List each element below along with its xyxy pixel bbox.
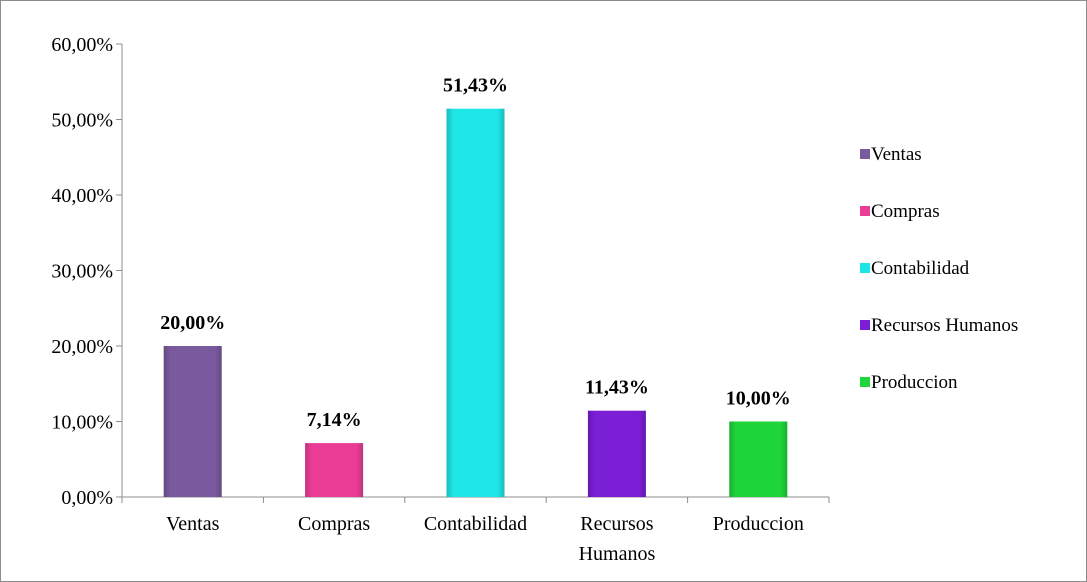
legend-swatch (860, 206, 870, 216)
y-tick-label: 50,00% (51, 110, 113, 132)
legend-swatch (860, 377, 870, 387)
bar-compras (305, 443, 364, 497)
legend-item: Compras (860, 201, 940, 222)
data-label: 51,43% (443, 75, 508, 97)
x-axis: Ventas Compras Contabilidad Recursos Humanos… (121, 496, 830, 565)
bar-contabilidad (446, 108, 505, 498)
bar-recursos-humanos (587, 410, 646, 497)
x-category-label: Contabilidad (424, 513, 527, 535)
bar-produccion (729, 421, 788, 497)
legend-label: Produccion (871, 372, 958, 393)
y-tick-label: 40,00% (51, 185, 113, 207)
legend-item: Contabilidad (860, 258, 970, 279)
data-label: 7,14% (307, 409, 362, 431)
legend-label: Contabilidad (871, 258, 970, 279)
data-label: 10,00% (726, 388, 791, 410)
y-tick-label: 30,00% (51, 261, 113, 283)
y-tick-label: 60,00% (51, 34, 113, 56)
bar-ventas (163, 346, 222, 497)
data-labels: 20,00% 7,14% 51,43% 11,43% 10,00% (160, 75, 791, 431)
bars (163, 108, 788, 498)
legend-swatch (860, 263, 870, 273)
y-tick-label: 0,00% (61, 487, 113, 509)
x-category-label: Ventas (166, 513, 220, 535)
legend-label: Recursos Humanos (871, 315, 1018, 336)
legend-item: Ventas (860, 144, 922, 165)
legend: Ventas Compras Contabilidad Recursos Humano… (860, 144, 1018, 393)
y-tick-label: 10,00% (51, 412, 113, 434)
legend-label: Compras (871, 201, 940, 222)
x-category-label: Produccion (713, 513, 804, 535)
y-tick-label: 20,00% (51, 336, 113, 358)
x-category-label: Compras (298, 513, 370, 535)
y-axis: 0,00% 10,00% 20,00% 30,00% 40,00% 50,00% 60,00… (51, 34, 123, 509)
legend-item: Recursos Humanos (860, 315, 1018, 336)
data-label: 20,00% (160, 312, 225, 334)
legend-swatch (860, 149, 870, 159)
data-label: 11,43% (585, 377, 649, 399)
x-category-label: Recursos Humanos (579, 513, 656, 565)
legend-item: Produccion (860, 372, 958, 393)
legend-swatch (860, 320, 870, 330)
legend-label: Ventas (871, 144, 922, 165)
